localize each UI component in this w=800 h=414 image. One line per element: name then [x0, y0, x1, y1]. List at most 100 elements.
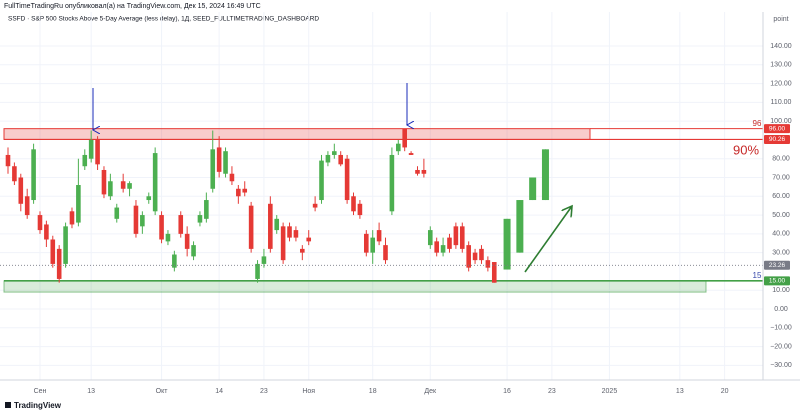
- candle-body: [223, 151, 228, 174]
- x-tick-label: 14: [215, 388, 223, 395]
- candle-body: [287, 226, 292, 238]
- candle-body: [529, 177, 537, 201]
- candle-body: [248, 205, 254, 249]
- x-tick-label: 20: [721, 388, 729, 395]
- y-tick-label: 50.00: [772, 212, 790, 219]
- candle-body: [191, 245, 196, 257]
- candle-body: [541, 149, 549, 201]
- axis-unit: point: [773, 16, 788, 23]
- candle-body: [351, 196, 356, 212]
- candle-body: [108, 181, 113, 197]
- y-tick-label: 130.00: [770, 62, 792, 69]
- candle-body: [261, 256, 267, 264]
- candle-body: [184, 233, 190, 249]
- candle-body: [229, 173, 235, 182]
- y-tick-label: 100.00: [770, 118, 792, 125]
- candle-body: [370, 237, 376, 253]
- candle-body: [152, 153, 158, 212]
- price-marker-label: 96.00: [769, 125, 786, 132]
- x-tick-label: Ноя: [302, 388, 315, 395]
- candle-body: [332, 151, 337, 155]
- candle-body: [236, 188, 241, 197]
- y-tick-label: 10.00: [772, 287, 790, 294]
- x-tick-label: 13: [87, 388, 95, 395]
- candle-body: [434, 241, 439, 253]
- candle-body: [242, 188, 248, 193]
- candle-body: [280, 226, 286, 261]
- x-tick-label: 23: [260, 388, 268, 395]
- candle-body: [389, 154, 395, 212]
- y-tick-label: 140.00: [770, 43, 792, 50]
- candle-body: [63, 226, 68, 264]
- candle-body: [325, 154, 331, 163]
- price-marker-label: 90.26: [769, 136, 786, 143]
- x-tick-label: Окт: [156, 388, 169, 395]
- candle-body: [5, 154, 11, 167]
- candle-body: [453, 226, 459, 246]
- candle-body: [479, 248, 484, 261]
- candle-body: [516, 200, 524, 253]
- x-tick-label: 16: [503, 388, 511, 395]
- annotation: 90%: [733, 142, 759, 157]
- x-tick-label: 2025: [602, 388, 618, 395]
- candle-body: [466, 245, 471, 268]
- support-zone: [3, 280, 707, 293]
- candle-body: [491, 262, 497, 283]
- candle-body: [44, 224, 49, 240]
- candle-body: [485, 260, 491, 268]
- candle-body: [165, 233, 171, 242]
- y-tick-label: 70.00: [772, 174, 790, 181]
- candle-body: [472, 252, 478, 261]
- candle-body: [37, 215, 43, 231]
- y-tick-label: 110.00: [771, 99, 792, 106]
- candle-body: [133, 205, 139, 234]
- candle-body: [82, 154, 88, 167]
- candle-body: [114, 207, 120, 219]
- price-marker: [764, 124, 790, 134]
- candle-body: [159, 215, 164, 240]
- candle-body: [395, 143, 401, 152]
- y-tick-label: 40.00: [772, 231, 790, 238]
- price-marker: [764, 134, 790, 144]
- y-tick-label: 0.00: [774, 306, 788, 313]
- y-tick-label: −10.00: [770, 325, 792, 332]
- candle-body: [408, 153, 414, 155]
- candle-body: [383, 245, 388, 261]
- y-tick-label: 80.00: [772, 156, 790, 163]
- candle-body: [421, 169, 427, 174]
- candle-body: [312, 203, 318, 208]
- x-tick-label: 18: [369, 388, 377, 395]
- candle-body: [69, 211, 75, 225]
- candle-body: [50, 239, 56, 264]
- logo: TradingView: [5, 401, 62, 410]
- candle-body: [300, 248, 305, 253]
- resistance-zone: [3, 128, 591, 140]
- candle-body: [440, 245, 446, 253]
- candle-body: [210, 149, 216, 189]
- price-marker: [764, 276, 790, 286]
- candle-body: [172, 254, 177, 268]
- candle-body: [415, 169, 420, 174]
- price-marker-label: 15.00: [769, 278, 786, 285]
- candle-body: [95, 139, 100, 165]
- x-tick-label: Дек: [424, 388, 437, 395]
- candle-body: [306, 237, 312, 242]
- y-tick-label: −30.00: [770, 362, 792, 369]
- candle-body: [216, 147, 222, 172]
- candle-body: [293, 230, 299, 238]
- candle-body: [101, 169, 107, 195]
- candle-body: [88, 139, 94, 159]
- candle-body: [274, 218, 280, 231]
- candle-body: [127, 183, 132, 189]
- candle-body: [120, 181, 126, 189]
- level-label: 96: [753, 119, 762, 128]
- candle-body: [56, 248, 62, 279]
- y-tick-label: 30.00: [772, 249, 790, 256]
- candle-body: [178, 215, 184, 234]
- y-tick-label: −20.00: [770, 343, 792, 350]
- candle-body: [459, 226, 465, 249]
- y-tick-label: 120.00: [770, 80, 792, 87]
- plot-area: 96 15: [0, 12, 763, 380]
